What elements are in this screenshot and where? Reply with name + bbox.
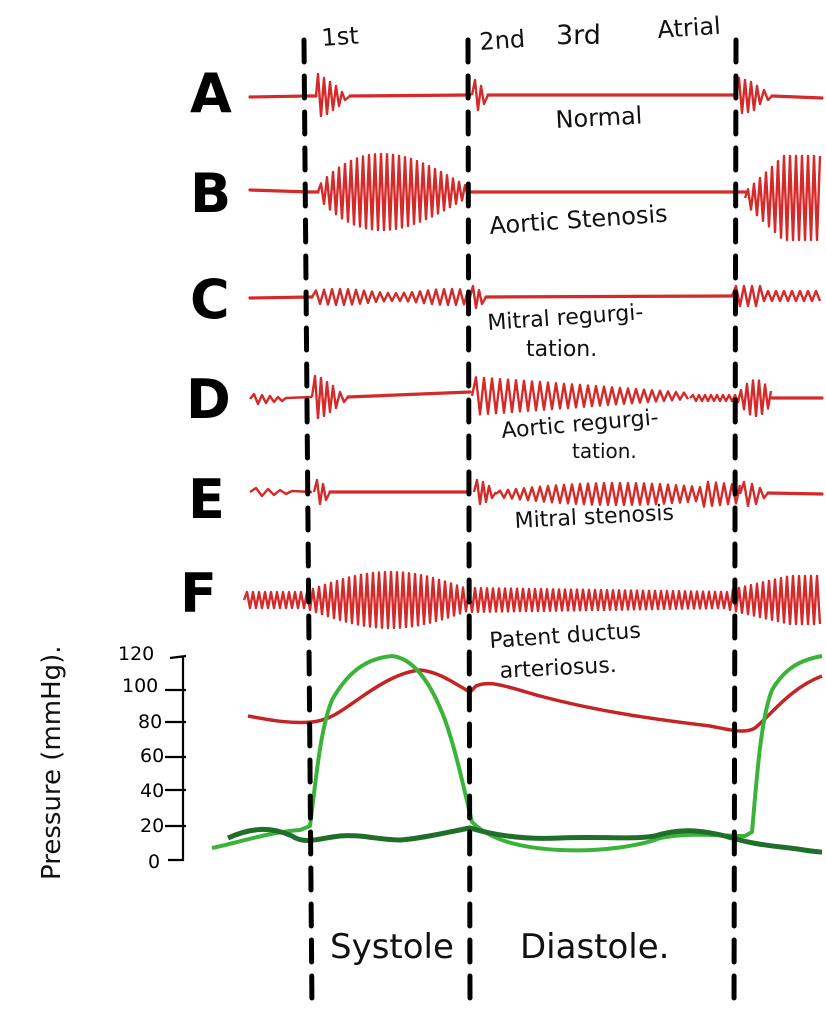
tick-40: 40 [140,780,164,802]
third-sound-label: 3rd [556,20,601,51]
tick-20: 20 [140,815,164,837]
systole-label: Systole [330,927,454,967]
row-b-label: Aortic Stenosis [488,200,668,240]
tick-60: 60 [140,745,164,767]
atrial-sound-label: Atrial [656,12,721,44]
diastole-label: Diastole. [520,927,669,967]
atrial-pressure-curve [226,825,823,855]
tick-80: 80 [138,711,162,733]
row-c-label-line2: tation. [526,337,597,362]
row-c-label-line1: Mitral regurgi- [487,300,644,336]
row-d-label-line2: tation. [572,439,637,463]
row-letter-c: C [190,268,230,331]
row-letter-e: E [188,468,225,531]
row-letter-f: F [180,562,217,625]
row-f-label-line2: arteriosus. [499,653,617,684]
pressure-axis [165,654,187,862]
row-e-label: Mitral stenosis [514,501,675,534]
trace-row-b [248,152,822,242]
pressure-axis-title: Pressure (mmHg). [37,645,67,880]
row-letter-b: B [190,162,231,225]
trace-row-c [248,284,822,310]
divider-second-sound [465,37,473,1003]
divider-atrial-sound [731,37,739,1012]
row-f-label-line1: Patent ductus [489,618,642,654]
second-sound-label: 2nd [478,25,526,56]
trace-row-f [242,570,822,630]
tick-120: 120 [118,643,154,665]
trace-row-e [249,478,824,508]
row-letter-a: A [190,62,232,125]
first-sound-label: 1st [320,21,359,52]
trace-row-d [249,374,824,420]
tick-0: 0 [148,851,160,873]
tick-100: 100 [122,675,158,697]
trace-row-a [248,72,824,118]
divider-first-sound [301,37,315,1012]
row-a-label: Normal [555,101,643,134]
aortic-pressure-curve [247,668,823,733]
ventricular-pressure-curve [211,654,823,853]
row-letter-d: D [186,368,231,431]
